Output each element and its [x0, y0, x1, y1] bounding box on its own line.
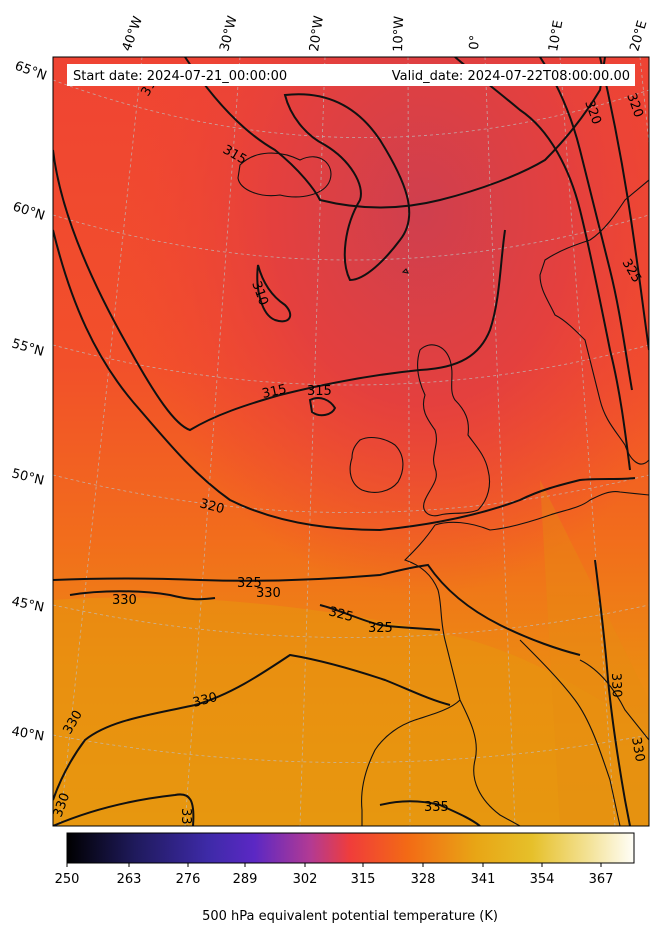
lon-label: 40°W	[120, 14, 146, 53]
contour-label: 330	[256, 586, 281, 601]
lon-label: 20°E	[627, 19, 650, 53]
lon-label: 10°W	[391, 16, 407, 53]
lat-label: 65°N	[13, 59, 49, 84]
contour-label: 330	[628, 736, 647, 763]
longitude-labels: 40°W 30°W 20°W 10°W 0° 10°E 20°E	[120, 14, 651, 53]
colorbar-title: 500 hPa equivalent potential temperature…	[202, 909, 498, 924]
colorbar-tick-label: 250	[55, 872, 80, 887]
lat-label: 45°N	[10, 594, 45, 615]
map-frame	[52, 56, 650, 827]
contour-lines	[53, 57, 649, 826]
lon-label: 30°W	[217, 14, 240, 53]
coastlines	[237, 152, 649, 826]
colorbar-tick-label: 341	[471, 872, 496, 887]
contour-label: 330	[112, 593, 137, 608]
start-date-label: Start date: 2024-07-21_00:00:00	[73, 69, 287, 84]
colorbar-tick-label: 367	[589, 872, 614, 887]
colorbar-tick-label: 276	[176, 872, 201, 887]
colorbar-tick-label: 302	[293, 872, 318, 887]
contour-label: 325	[327, 604, 355, 625]
contour-label: 330	[178, 808, 193, 833]
lon-label: 10°E	[546, 19, 566, 52]
colorbar-tick-label: 315	[351, 872, 376, 887]
contour-label: 320	[198, 496, 226, 517]
lat-label: 60°N	[11, 200, 47, 224]
valid-date-label: Valid_date: 2024-07-22T08:00:00.00	[392, 69, 630, 84]
contour-label: 315	[307, 384, 332, 399]
colorbar-ticks	[66, 863, 602, 867]
contour-label: 325	[368, 621, 393, 636]
contour-label: 335	[424, 800, 449, 815]
lon-label: 0°	[467, 34, 483, 50]
colorbar-tick-label: 354	[530, 872, 555, 887]
contour-label: 315	[261, 382, 288, 402]
lat-label: 55°N	[10, 336, 46, 359]
colorbar-tick-label: 328	[411, 872, 436, 887]
colorbar-tick-label: 289	[233, 872, 258, 887]
contour-label: 330	[608, 673, 624, 698]
lat-label: 40°N	[10, 724, 45, 744]
contour-label: 330	[191, 690, 219, 711]
colorbar-tick-label: 263	[117, 872, 142, 887]
colorbar: 250 263 276 289 302 315 328 341 354 367 …	[55, 832, 635, 924]
lat-label: 50°N	[10, 466, 45, 488]
contour-label: 325	[237, 576, 262, 591]
date-header: Start date: 2024-07-21_00:00:00 Valid_da…	[67, 64, 635, 86]
latitude-labels: 65°N 60°N 55°N 50°N 45°N 40°N	[10, 59, 49, 745]
colorbar-ramp	[66, 832, 635, 864]
map-panel: 310 310 315 315 315 320 320 320 325 325 …	[53, 57, 649, 833]
lon-label: 20°W	[307, 15, 327, 53]
